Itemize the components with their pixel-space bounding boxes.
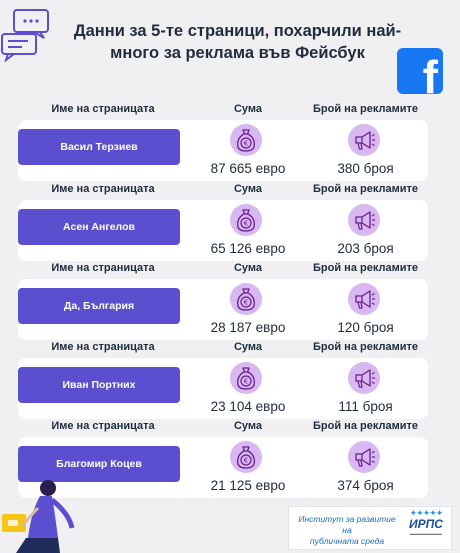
chat-bubbles-icon [1, 9, 49, 62]
institute-name-line1: Институт за развитие на [298, 514, 396, 535]
page-name-header: Име на страницата [51, 262, 155, 274]
megaphone-icon [348, 441, 380, 473]
page-name-label: Асен Ангелов [63, 221, 135, 233]
page-name-label: Васил Терзиев [60, 141, 138, 153]
amount-value: 21 125 евро [210, 478, 286, 493]
ad-count-header: Брой на рекламите [313, 103, 418, 115]
institute-emblem: ✦✦✦✦✦ ИРПС ▬▬▬▬▬▬▬▬ [403, 509, 449, 537]
page-name-button[interactable]: Асен Ангелов [18, 209, 180, 245]
woman-with-laptop-illustration [2, 480, 75, 553]
money-bag-euro-icon: € [230, 441, 262, 473]
svg-text:€: € [244, 299, 248, 307]
institute-logo: Институт за развитие на публичната среда… [288, 506, 452, 550]
page-name-header: Име на страницата [51, 183, 155, 195]
ad-count-value: 203 броя [337, 241, 394, 256]
page-name-button[interactable]: Иван Портних [18, 367, 180, 403]
list-item: Име на страницата Сума Брой на рекламите… [18, 262, 428, 342]
svg-text:€: € [244, 140, 248, 148]
amount-value: 28 187 евро [210, 320, 286, 335]
page-name-label: Иван Портних [62, 379, 136, 391]
money-bag-euro-icon: € [230, 362, 262, 394]
amount-value: 87 665 евро [210, 161, 286, 176]
ad-count-value: 120 броя [337, 320, 394, 335]
svg-text:€: € [244, 220, 248, 228]
ad-count-value: 380 броя [337, 161, 394, 176]
amount-header: Сума [233, 103, 263, 115]
page-name-header: Име на страницата [51, 103, 155, 115]
ad-count-header: Брой на рекламите [313, 341, 418, 353]
list-item: Име на страницата Сума Брой на рекламите… [18, 420, 428, 500]
ad-count-value: 111 броя [338, 399, 393, 414]
amount-header: Сума [233, 183, 263, 195]
svg-text:€: € [244, 378, 248, 386]
page-name-header: Име на страницата [51, 341, 155, 353]
institute-name-line2: публичната среда [309, 536, 385, 546]
ad-count-header: Брой на рекламите [313, 183, 418, 195]
page-name-button[interactable]: Да, България [18, 288, 180, 324]
ad-count-header: Брой на рекламите [313, 262, 418, 274]
amount-header: Сума [233, 341, 263, 353]
megaphone-icon [348, 362, 380, 394]
amount-value: 23 104 евро [210, 399, 286, 414]
list-item: Име на страницата Сума Брой на рекламите… [18, 103, 428, 183]
page-name-button[interactable]: Благомир Коцев [18, 446, 180, 482]
page-name-label: Благомир Коцев [56, 458, 142, 470]
institute-abbr: ИРПС [409, 517, 443, 531]
megaphone-icon [348, 204, 380, 236]
amount-header: Сума [233, 262, 263, 274]
ad-count-value: 374 броя [337, 478, 394, 493]
svg-text:€: € [244, 457, 248, 465]
ad-count-header: Брой на рекламите [313, 420, 418, 432]
page-name-button[interactable]: Васил Терзиев [18, 129, 180, 165]
page-name-label: Да, България [63, 300, 135, 312]
megaphone-icon [348, 283, 380, 315]
money-bag-euro-icon: € [230, 283, 262, 315]
list-item: Име на страницата Сума Брой на рекламите… [18, 183, 428, 263]
list-item: Име на страницата Сума Брой на рекламите… [18, 341, 428, 421]
amount-value: 65 126 евро [210, 241, 286, 256]
page-name-header: Име на страницата [51, 420, 155, 432]
megaphone-icon [348, 124, 380, 156]
page-title: Данни за 5-те страници, похарчили най-мн… [73, 22, 402, 62]
money-bag-euro-icon: € [230, 204, 262, 236]
money-bag-euro-icon: € [230, 124, 262, 156]
facebook-logo: f [397, 48, 443, 94]
amount-header: Сума [233, 420, 263, 432]
